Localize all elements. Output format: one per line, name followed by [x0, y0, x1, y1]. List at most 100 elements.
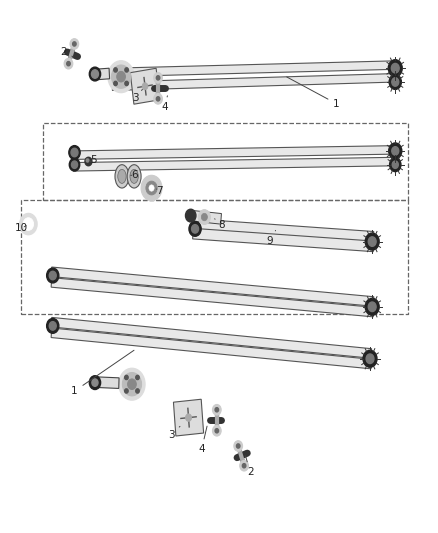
Polygon shape: [173, 399, 204, 436]
Circle shape: [119, 368, 145, 400]
Circle shape: [71, 161, 78, 168]
Circle shape: [117, 71, 125, 82]
Circle shape: [154, 94, 162, 104]
Ellipse shape: [130, 169, 138, 183]
Circle shape: [240, 461, 248, 471]
Circle shape: [215, 429, 219, 433]
Circle shape: [136, 375, 139, 379]
Circle shape: [392, 147, 399, 155]
Text: 4: 4: [198, 426, 207, 455]
Circle shape: [149, 185, 154, 191]
Circle shape: [156, 76, 160, 80]
Circle shape: [125, 68, 128, 72]
Polygon shape: [73, 157, 398, 171]
Circle shape: [365, 233, 379, 250]
Circle shape: [127, 379, 136, 390]
Circle shape: [366, 354, 374, 364]
Circle shape: [191, 224, 198, 233]
Text: 5: 5: [89, 156, 97, 165]
Circle shape: [23, 217, 34, 230]
Circle shape: [86, 159, 89, 162]
Ellipse shape: [118, 169, 126, 183]
Text: 1: 1: [71, 350, 134, 396]
Polygon shape: [193, 219, 374, 242]
Circle shape: [156, 96, 160, 101]
Circle shape: [69, 158, 80, 171]
Circle shape: [125, 389, 128, 393]
Circle shape: [237, 444, 240, 448]
Circle shape: [389, 60, 402, 77]
Circle shape: [141, 175, 162, 201]
Polygon shape: [193, 228, 374, 252]
Polygon shape: [73, 146, 398, 159]
Polygon shape: [51, 328, 371, 369]
Text: 8: 8: [215, 219, 225, 230]
Circle shape: [92, 70, 99, 78]
Text: 1: 1: [287, 77, 340, 109]
Circle shape: [85, 157, 92, 166]
Circle shape: [47, 318, 59, 333]
Circle shape: [108, 61, 134, 93]
Circle shape: [368, 237, 376, 246]
Circle shape: [89, 67, 101, 81]
Circle shape: [198, 209, 211, 224]
Circle shape: [212, 405, 221, 415]
Circle shape: [69, 146, 80, 159]
Polygon shape: [112, 61, 398, 77]
Polygon shape: [51, 318, 371, 358]
Circle shape: [67, 61, 70, 66]
Circle shape: [365, 298, 379, 316]
Ellipse shape: [115, 165, 129, 188]
Circle shape: [389, 75, 401, 90]
Circle shape: [114, 82, 117, 86]
Circle shape: [389, 143, 402, 159]
Circle shape: [114, 68, 117, 72]
Circle shape: [64, 59, 73, 69]
Text: 4: 4: [161, 96, 168, 112]
Polygon shape: [51, 267, 374, 306]
Polygon shape: [112, 74, 398, 91]
Text: 10: 10: [15, 223, 28, 233]
Circle shape: [392, 78, 399, 86]
Polygon shape: [191, 211, 222, 224]
Text: 3: 3: [132, 90, 142, 103]
Circle shape: [201, 213, 208, 221]
Circle shape: [92, 379, 98, 386]
Circle shape: [49, 321, 56, 330]
Circle shape: [212, 425, 221, 436]
Polygon shape: [130, 68, 160, 104]
Circle shape: [49, 271, 56, 280]
Circle shape: [142, 83, 148, 90]
Polygon shape: [51, 278, 374, 317]
Circle shape: [234, 441, 243, 451]
Circle shape: [146, 181, 157, 195]
Text: 7: 7: [155, 185, 162, 196]
Circle shape: [189, 221, 201, 236]
Circle shape: [242, 464, 246, 468]
Circle shape: [392, 161, 398, 168]
Circle shape: [70, 39, 79, 49]
Circle shape: [390, 158, 401, 172]
Circle shape: [125, 82, 128, 86]
Circle shape: [47, 268, 59, 283]
Circle shape: [73, 42, 76, 46]
Circle shape: [368, 302, 376, 312]
Circle shape: [154, 72, 162, 83]
Circle shape: [185, 414, 191, 422]
Circle shape: [89, 376, 101, 390]
Circle shape: [20, 214, 37, 235]
Circle shape: [215, 408, 219, 412]
Circle shape: [136, 389, 139, 393]
Circle shape: [185, 209, 196, 222]
Text: 3: 3: [168, 426, 180, 440]
Text: 2: 2: [245, 456, 254, 477]
Polygon shape: [95, 68, 110, 80]
Circle shape: [363, 350, 377, 367]
Text: 6: 6: [131, 171, 138, 180]
Ellipse shape: [127, 165, 141, 188]
Circle shape: [125, 375, 128, 379]
Circle shape: [112, 65, 131, 88]
Text: 9: 9: [266, 230, 276, 246]
Circle shape: [122, 373, 141, 396]
Text: 2: 2: [60, 47, 74, 57]
